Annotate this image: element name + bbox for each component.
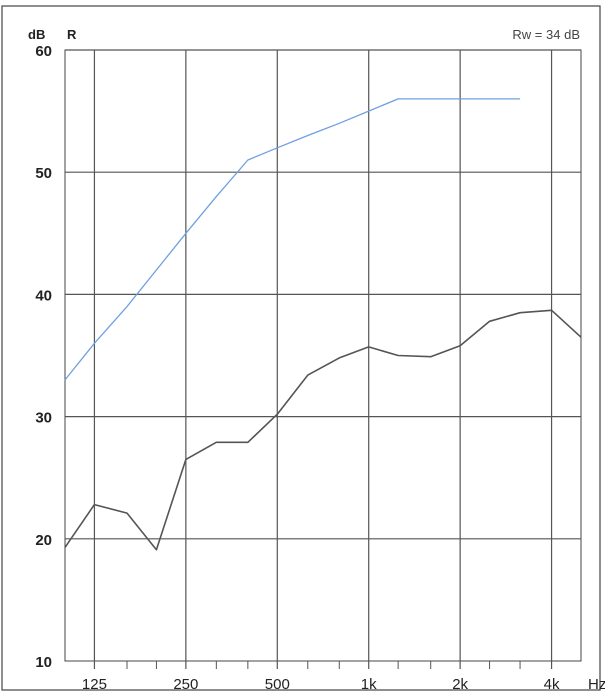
y-tick-labels: 10 20 30 40 50 60: [35, 43, 52, 671]
grid: [65, 49, 581, 669]
reference-curve-line: [64, 98, 521, 381]
x-tick-label: 125: [82, 676, 107, 693]
y-symbol-label: R: [67, 27, 77, 42]
x-minor-ticks: [126, 661, 521, 669]
rating-label: Rw = 34 dB: [512, 27, 580, 42]
x-axis-unit-label: Hz: [588, 676, 605, 693]
measured-curve-line: [64, 309, 582, 551]
plot-area: [64, 49, 582, 662]
y-tick-label: 50: [35, 165, 52, 182]
x-tick-labels: 125 250 500 1k 2k 4k: [82, 676, 560, 693]
x-tick-label: 500: [265, 676, 290, 693]
y-tick-label: 20: [35, 532, 52, 549]
y-tick-label: 60: [35, 43, 52, 60]
x-tick-label: 4k: [544, 676, 560, 693]
series-layer: [64, 98, 582, 551]
y-unit-label: dB: [28, 27, 45, 42]
chart-frame: [1, 5, 601, 691]
x-tick-label: 2k: [452, 676, 468, 693]
y-tick-label: 30: [35, 410, 52, 427]
y-tick-label: 10: [35, 654, 52, 671]
y-tick-label: 40: [35, 287, 52, 304]
x-tick-label: 250: [173, 676, 198, 693]
x-tick-label: 1k: [361, 676, 377, 693]
